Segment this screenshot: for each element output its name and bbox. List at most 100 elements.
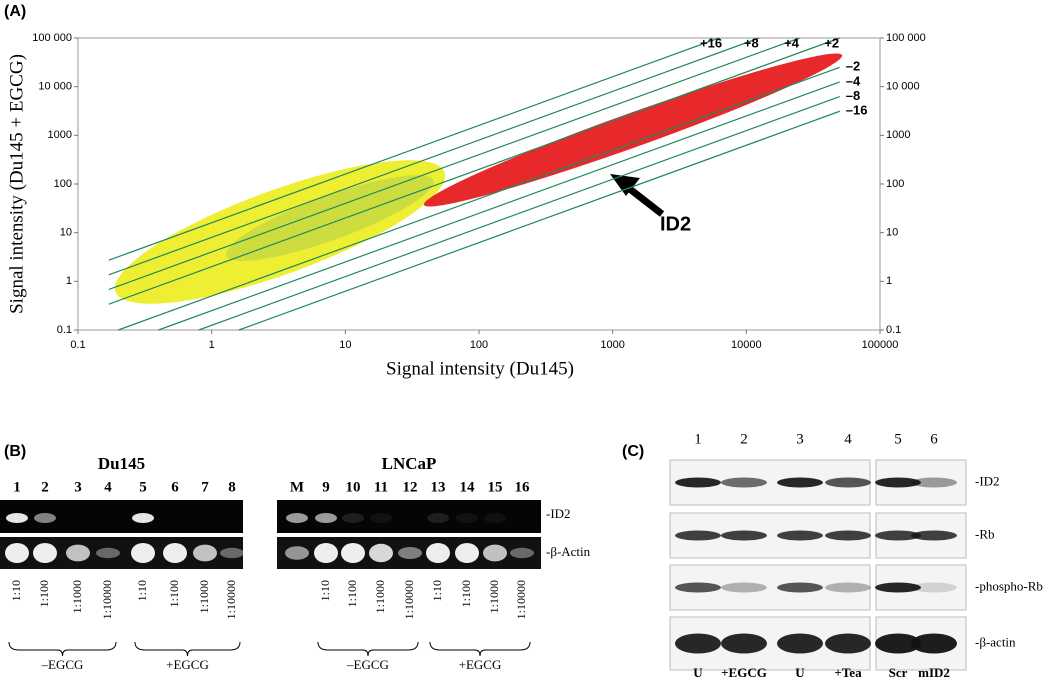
band xyxy=(721,477,767,488)
fold-label: +4 xyxy=(784,35,800,50)
fold-label: –16 xyxy=(846,103,868,118)
brace xyxy=(134,641,241,657)
panel-c: (C) 1 2 3 4 5 6 -ID2 -Rb -phospho-Rb -β-actin U +EG… xyxy=(622,431,1043,680)
group-label: +EGCG xyxy=(166,657,209,672)
brace xyxy=(8,641,117,657)
fold-line xyxy=(108,37,800,291)
dilution: 1:10000 xyxy=(224,580,238,619)
cloud-red xyxy=(423,53,843,207)
x-tick-label: 1000 xyxy=(600,339,624,351)
brace xyxy=(317,641,419,657)
group-label: +EGCG xyxy=(459,657,502,672)
band xyxy=(721,582,767,593)
band xyxy=(34,513,56,523)
lane-number: 2 xyxy=(41,479,49,495)
condition: U xyxy=(693,665,703,680)
brace xyxy=(429,641,531,657)
fold-label: –2 xyxy=(846,59,860,74)
lane-number: 4 xyxy=(844,431,852,447)
band xyxy=(777,582,823,593)
condition: +EGCG xyxy=(721,665,767,680)
band xyxy=(66,544,90,562)
marker-label: -Rb xyxy=(975,526,995,541)
panel-label: (A) xyxy=(4,3,26,20)
group-label: –EGCG xyxy=(41,657,84,672)
lane-number: 5 xyxy=(894,431,902,447)
y-tick-label: 1000 xyxy=(48,129,72,141)
band xyxy=(163,543,187,563)
dilution: 1:1000 xyxy=(70,580,84,613)
fold-line xyxy=(108,37,840,305)
annotation: ID2 xyxy=(660,213,691,235)
scatter-cloud xyxy=(114,53,843,304)
band xyxy=(825,633,871,654)
dilution: 1:10000 xyxy=(100,580,114,619)
dilution: 1:100 xyxy=(167,580,181,607)
lane-number: 11 xyxy=(374,479,388,495)
dilution: 1:10 xyxy=(9,580,23,601)
group-label: –EGCG xyxy=(346,657,389,672)
band xyxy=(510,547,534,559)
band xyxy=(911,582,957,593)
cloud-yellow xyxy=(114,160,446,304)
lane-number: 12 xyxy=(403,479,418,495)
dilution: 1:1000 xyxy=(373,580,387,613)
dilution: 1:10000 xyxy=(514,580,528,619)
marker-label: -ID2 xyxy=(975,473,1000,488)
fold-label: +2 xyxy=(824,35,839,50)
lane-number: 6 xyxy=(171,479,179,495)
band xyxy=(398,547,422,559)
x-axis-title: Signal intensity (Du145) xyxy=(386,358,574,379)
band xyxy=(825,477,871,488)
band xyxy=(875,530,921,541)
y-tick-label: 0.1 xyxy=(57,324,72,336)
dilution: 1:10000 xyxy=(402,580,416,619)
y-tick-label: 100 xyxy=(54,178,72,190)
dilution: 1:100 xyxy=(459,580,473,607)
band xyxy=(875,582,921,593)
condition: mID2 xyxy=(918,665,950,680)
band xyxy=(342,513,364,523)
band xyxy=(675,530,721,541)
dilution: 1:10 xyxy=(135,580,149,601)
y-tick-label-right: 100 000 xyxy=(886,32,926,44)
dilution: 1:10 xyxy=(318,580,332,601)
x-tick-label: 0.1 xyxy=(70,339,85,351)
lane-number: 7 xyxy=(201,479,209,495)
lane-number: 5 xyxy=(139,479,147,495)
band xyxy=(721,633,767,654)
y-tick-label: 10 xyxy=(60,227,72,239)
band xyxy=(426,543,450,563)
panel-b: (B) Du145 1 1:10 2 1:100 3 1:1000 4 1:10000 5 1:10… xyxy=(0,443,591,672)
lane-number: 16 xyxy=(515,479,531,495)
band xyxy=(6,513,28,523)
band xyxy=(220,547,244,559)
band xyxy=(315,513,337,523)
dilution: 1:10 xyxy=(430,580,444,601)
x-tick-label: 100000 xyxy=(862,339,899,351)
lane-number: M xyxy=(290,479,304,495)
band xyxy=(341,543,365,563)
marker-label: -β-actin xyxy=(975,634,1016,649)
lane-number: 2 xyxy=(740,431,748,447)
y-tick-label-right: 100 xyxy=(886,178,904,190)
lane-number: 4 xyxy=(104,479,112,495)
fold-label: +16 xyxy=(700,35,722,50)
band xyxy=(675,477,721,488)
band xyxy=(5,543,29,563)
panel-label: (B) xyxy=(4,443,26,460)
band xyxy=(911,477,957,488)
panel-a: (A) Signal intensity (Du145) Signal inte… xyxy=(4,3,926,379)
band xyxy=(825,530,871,541)
fold-line xyxy=(238,110,840,331)
y-tick-label-right: 1 xyxy=(886,275,892,287)
gel-title: Du145 xyxy=(98,454,145,473)
lane-number: 10 xyxy=(346,479,361,495)
lane-number: 13 xyxy=(431,479,446,495)
lane-number: 1 xyxy=(694,431,702,447)
condition: Scr xyxy=(889,665,908,680)
band xyxy=(777,477,823,488)
fold-label: –4 xyxy=(846,73,861,88)
panel-label: (C) xyxy=(622,443,644,460)
